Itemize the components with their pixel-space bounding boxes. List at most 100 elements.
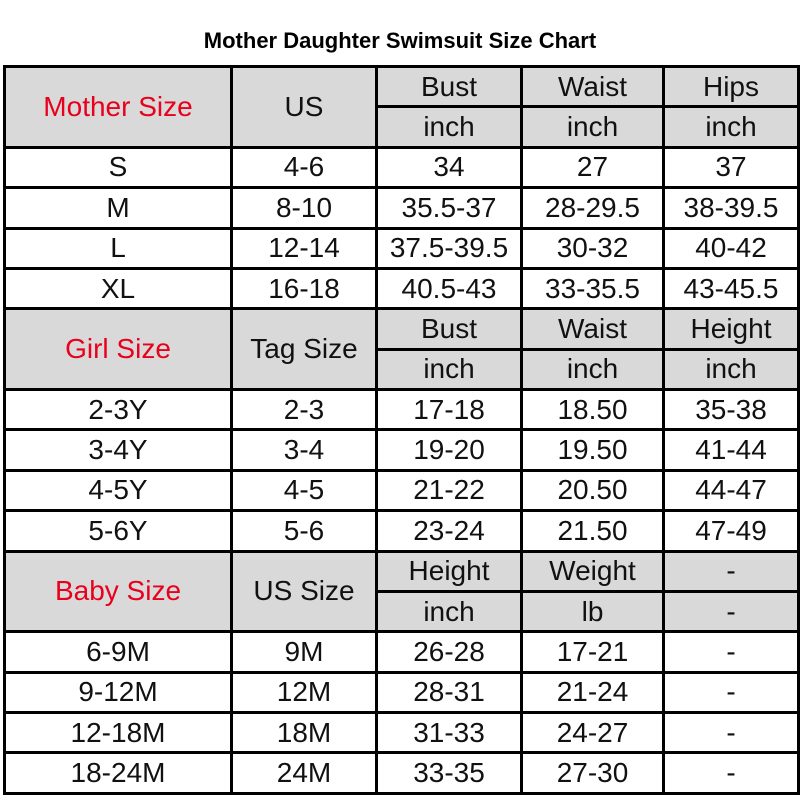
cell: 18-24M [3,751,233,795]
cell: 35-38 [662,387,800,432]
cell: 34 [375,145,523,190]
measure-unit: inch [662,347,800,392]
cell: 2-3 [230,387,378,432]
measure-unit: inch [375,589,523,634]
cell: 17-18 [375,387,523,432]
cell: - [662,751,800,795]
cell: 23-24 [375,509,523,553]
cell: 31-33 [375,710,523,755]
cell: 4-5 [230,468,378,513]
measure-unit: inch [375,105,523,149]
cell: 12M [230,670,378,715]
measure-unit: inch [662,105,800,149]
measure-name: Height [375,549,523,593]
cell: 21-22 [375,468,523,513]
measure-name: Waist [520,307,665,351]
cell: 9M [230,630,378,674]
data-row: 2-3Y 2-3 17-18 18.50 35-38 [3,387,800,432]
cell: 12-14 [230,226,378,270]
cell: S [3,145,233,190]
measure-name: - [662,549,800,593]
size-label: Mother Size [3,65,233,149]
tag-label: US [230,65,378,149]
cell: 12-18M [3,710,233,755]
cell: 35.5-37 [375,186,523,230]
cell: 28-29.5 [520,186,665,230]
cell: 37.5-39.5 [375,226,523,270]
size-label: Girl Size [3,307,233,391]
cell: 8-10 [230,186,378,230]
cell: 18.50 [520,387,665,432]
cell: 21.50 [520,509,665,553]
measure-name: Bust [375,64,523,109]
cell: 4-5Y [3,468,233,513]
cell: L [3,226,233,270]
cell: 19.50 [520,428,665,472]
title: Mother Daughter Swimsuit Size Chart [203,28,597,53]
measure-name: Waist [520,64,665,109]
measure-name: Weight [520,549,665,593]
header-row: Girl Size Tag Size Bust Waist Height [3,307,800,391]
data-row: 12-18M 18M 31-33 24-27- [3,710,800,755]
data-row: XL 16-18 40.5-43 33-35.5 43-45.5 [3,266,800,311]
data-row: S 4-6 34 27 37 [3,145,800,190]
cell: 5-6Y [3,509,233,553]
measure-unit: inch [375,347,523,392]
unit-row: inch inch inch [5,347,800,392]
cell: 33-35.5 [520,266,665,311]
cell: - [662,670,800,715]
cell: 24-27 [520,710,665,755]
cell: 19-20 [375,428,523,472]
data-row: M 8-10 35.5-37 28-29.5 38-39.5 [3,186,800,230]
cell: 16-18 [230,266,378,311]
cell: 37 [662,145,800,190]
measure-unit: inch [520,347,665,392]
tag-label: US Size [230,549,378,634]
data-row: 3-4Y 3-4 19-20 19.50 41-44 [3,428,800,472]
tag-label: Tag Size [230,307,378,391]
data-row: 6-9M 9M 26-28 17-21- [3,630,800,674]
cell: - [662,630,800,674]
unit-row: inch inch inch [5,105,800,149]
cell: 44-47 [662,468,800,513]
measure-unit: inch [520,105,665,149]
cell: 3-4 [230,428,378,472]
cell: 24M [230,751,378,795]
cell: 21-24 [520,670,665,715]
unit-row: inch lb - [5,589,800,634]
cell: XL [3,266,233,311]
cell: 47-49 [662,509,800,553]
data-row: L 12-14 37.5-39.5 30-32 40-42 [3,226,800,270]
data-row: 9-12M 12M 28-31 21-24- [3,670,800,715]
cell: M [3,186,233,230]
cell: 41-44 [662,428,800,472]
size-label: Baby Size [3,549,233,634]
cell: 27-30 [520,751,665,795]
cell: 28-31 [375,670,523,715]
cell: 38-39.5 [662,186,800,230]
cell: 6-9M [3,630,233,674]
cell: - [662,710,800,755]
table-body: Mother Size US Bust Waist Hips inch inch inch S 4… [3,64,800,795]
cell: 4-6 [230,145,378,190]
cell: 27 [520,145,665,190]
cell: 43-45.5 [662,266,800,311]
cell: 26-28 [375,630,523,674]
cell: 5-6 [230,509,378,553]
measure-unit: lb [520,589,665,634]
header-row: Baby Size US Size Height Weight - [3,549,800,634]
cell: 18M [230,710,378,755]
size-table: Mother Size US Bust Waist Hips inch inch inch S 4… [3,64,800,795]
data-row: 4-5Y 4-5 21-22 20.50 44-47 [3,468,800,513]
measure-name: Hips [662,64,800,109]
measure-unit: - [662,589,800,634]
data-row: 18-24M 24M 33-35 27-30- [3,751,800,795]
measure-name: Height [662,307,800,351]
cell: 2-3Y [3,387,233,432]
data-row: 5-6Y 5-6 23-24 21.50 47-49 [3,509,800,553]
cell: 40.5-43 [375,266,523,311]
cell: 17-21 [520,630,665,674]
cell: 20.50 [520,468,665,513]
header-row: Mother Size US Bust Waist Hips [3,64,800,149]
